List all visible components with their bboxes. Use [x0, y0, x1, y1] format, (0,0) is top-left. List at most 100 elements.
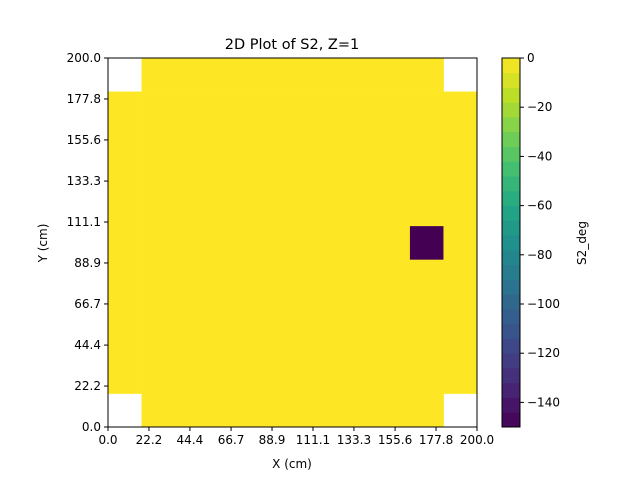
- x-tick-label: 177.8: [419, 433, 453, 447]
- heatmap-cell: [376, 259, 411, 294]
- heatmap-cell: [242, 326, 277, 361]
- heatmap-cell: [275, 125, 310, 160]
- heatmap-cell: [175, 359, 210, 394]
- heatmap-cell: [309, 326, 344, 361]
- colorbar-tick-label: −40: [527, 149, 552, 163]
- x-axis-label: X (cm): [272, 457, 312, 471]
- y-axis: 0.0 22.2 44.4 66.7 88.9 111.1 133.3 155.6 177.8 2…: [67, 51, 108, 434]
- heatmap-cell: [376, 225, 411, 260]
- heatmap-cell: [342, 359, 377, 394]
- heatmap-cell: [342, 393, 377, 428]
- heatmap-cell: [108, 158, 142, 193]
- x-tick-label: 111.1: [296, 433, 330, 447]
- heatmap-cell: [108, 125, 142, 160]
- colorbar-segment: [502, 176, 520, 192]
- heatmap-cell: [342, 292, 377, 327]
- heatmap-cell: [275, 393, 310, 428]
- heatmap-cell: [141, 326, 176, 361]
- heatmap-cell: [108, 225, 142, 260]
- heatmap-cell: [342, 192, 377, 227]
- heatmap-cell: [275, 326, 310, 361]
- heatmap-cell: [376, 192, 411, 227]
- heatmap-cell: [275, 158, 310, 193]
- heatmap-cell: [342, 91, 377, 126]
- colorbar-segment: [502, 205, 520, 221]
- heatmap-cell: [242, 359, 277, 394]
- y-axis-label: Y (cm): [36, 224, 50, 264]
- y-tick-label: 0.0: [82, 420, 101, 434]
- heatmap-cell: [175, 393, 210, 428]
- y-tick-label: 155.6: [67, 133, 101, 147]
- heatmap-cell: [242, 225, 277, 260]
- heatmap-cell: [275, 259, 310, 294]
- colorbar-segment: [502, 308, 520, 325]
- heatmap-cell: [443, 125, 478, 160]
- heatmap-cell: [208, 158, 243, 193]
- heatmap-cell: [208, 125, 243, 160]
- heatmap-cell: [108, 91, 142, 126]
- heatmap-cell: [242, 158, 277, 193]
- heatmap-cell: [443, 326, 478, 361]
- heatmap-cell: [376, 158, 411, 193]
- heatmap-cell: [443, 158, 478, 193]
- heatmap-cell: [409, 359, 444, 394]
- heatmap-cell: [175, 259, 210, 294]
- y-tick-label: 22.2: [74, 379, 101, 393]
- x-tick-label: 22.2: [136, 433, 163, 447]
- y-tick-label: 66.7: [74, 297, 101, 311]
- heatmap-cell: [141, 158, 176, 193]
- heatmap-cell: [208, 225, 243, 260]
- colorbar-segment: [502, 117, 520, 133]
- plot-frame: [107, 57, 478, 428]
- heatmap-cell: [376, 393, 411, 428]
- x-tick-label: 66.7: [218, 433, 245, 447]
- colorbar-label: S2_deg: [575, 221, 589, 265]
- heatmap-cell: [309, 91, 344, 126]
- heatmap-cell: [141, 359, 176, 394]
- heatmap-cell: [141, 91, 176, 126]
- colorbar-segment: [502, 146, 520, 162]
- heatmap-cells: [108, 58, 478, 428]
- colorbar-segment: [502, 412, 520, 428]
- heatmap-cell: [443, 91, 478, 126]
- heatmap-cell: [208, 192, 243, 227]
- heatmap-cell: [376, 326, 411, 361]
- heatmap-cell: [141, 58, 176, 92]
- heatmap-cell: [242, 259, 277, 294]
- heatmap-cell: [242, 292, 277, 327]
- colorbar-segment: [502, 338, 520, 354]
- heatmap-cell: [342, 259, 377, 294]
- colorbar-segment: [502, 249, 520, 266]
- colorbar-segment: [502, 367, 520, 384]
- heatmap-cell: [376, 91, 411, 126]
- colorbar-frame: [501, 57, 521, 428]
- y-tick-label: 133.3: [67, 174, 101, 188]
- heatmap-cell: [309, 192, 344, 227]
- x-tick-label: 155.6: [378, 433, 412, 447]
- heatmap-cell: [208, 91, 243, 126]
- heatmap-cell: [242, 125, 277, 160]
- colorbar-segment: [502, 190, 520, 206]
- y-tick-label: 88.9: [74, 256, 101, 270]
- heatmap-cell: [108, 292, 142, 327]
- heatmap-cell: [443, 225, 478, 260]
- colorbar-segment: [502, 323, 520, 339]
- y-tick-label: 44.4: [74, 338, 101, 352]
- heatmap-cell: [309, 158, 344, 193]
- heatmap-cell: [208, 58, 243, 92]
- heatmap-cell: [242, 58, 277, 92]
- colorbar-axis: 0 −20 −40 −60 −80 −100 −120 −140: [520, 51, 560, 409]
- colorbar-tick-label: −100: [527, 297, 560, 311]
- colorbar-tick-label: −20: [527, 100, 552, 114]
- x-tick-label: 88.9: [259, 433, 286, 447]
- colorbar-tick-label: −120: [527, 346, 560, 360]
- heatmap-cell: [175, 125, 210, 160]
- heatmap-cell: [376, 292, 411, 327]
- colorbar-segment: [502, 382, 520, 398]
- heatmap-cell: [141, 259, 176, 294]
- colorbar-tick-label: −80: [527, 248, 552, 262]
- heatmap-cell: [309, 58, 344, 92]
- colorbar-segment: [502, 353, 520, 369]
- x-tick-label: 0.0: [98, 433, 117, 447]
- heatmap-cell: [141, 192, 176, 227]
